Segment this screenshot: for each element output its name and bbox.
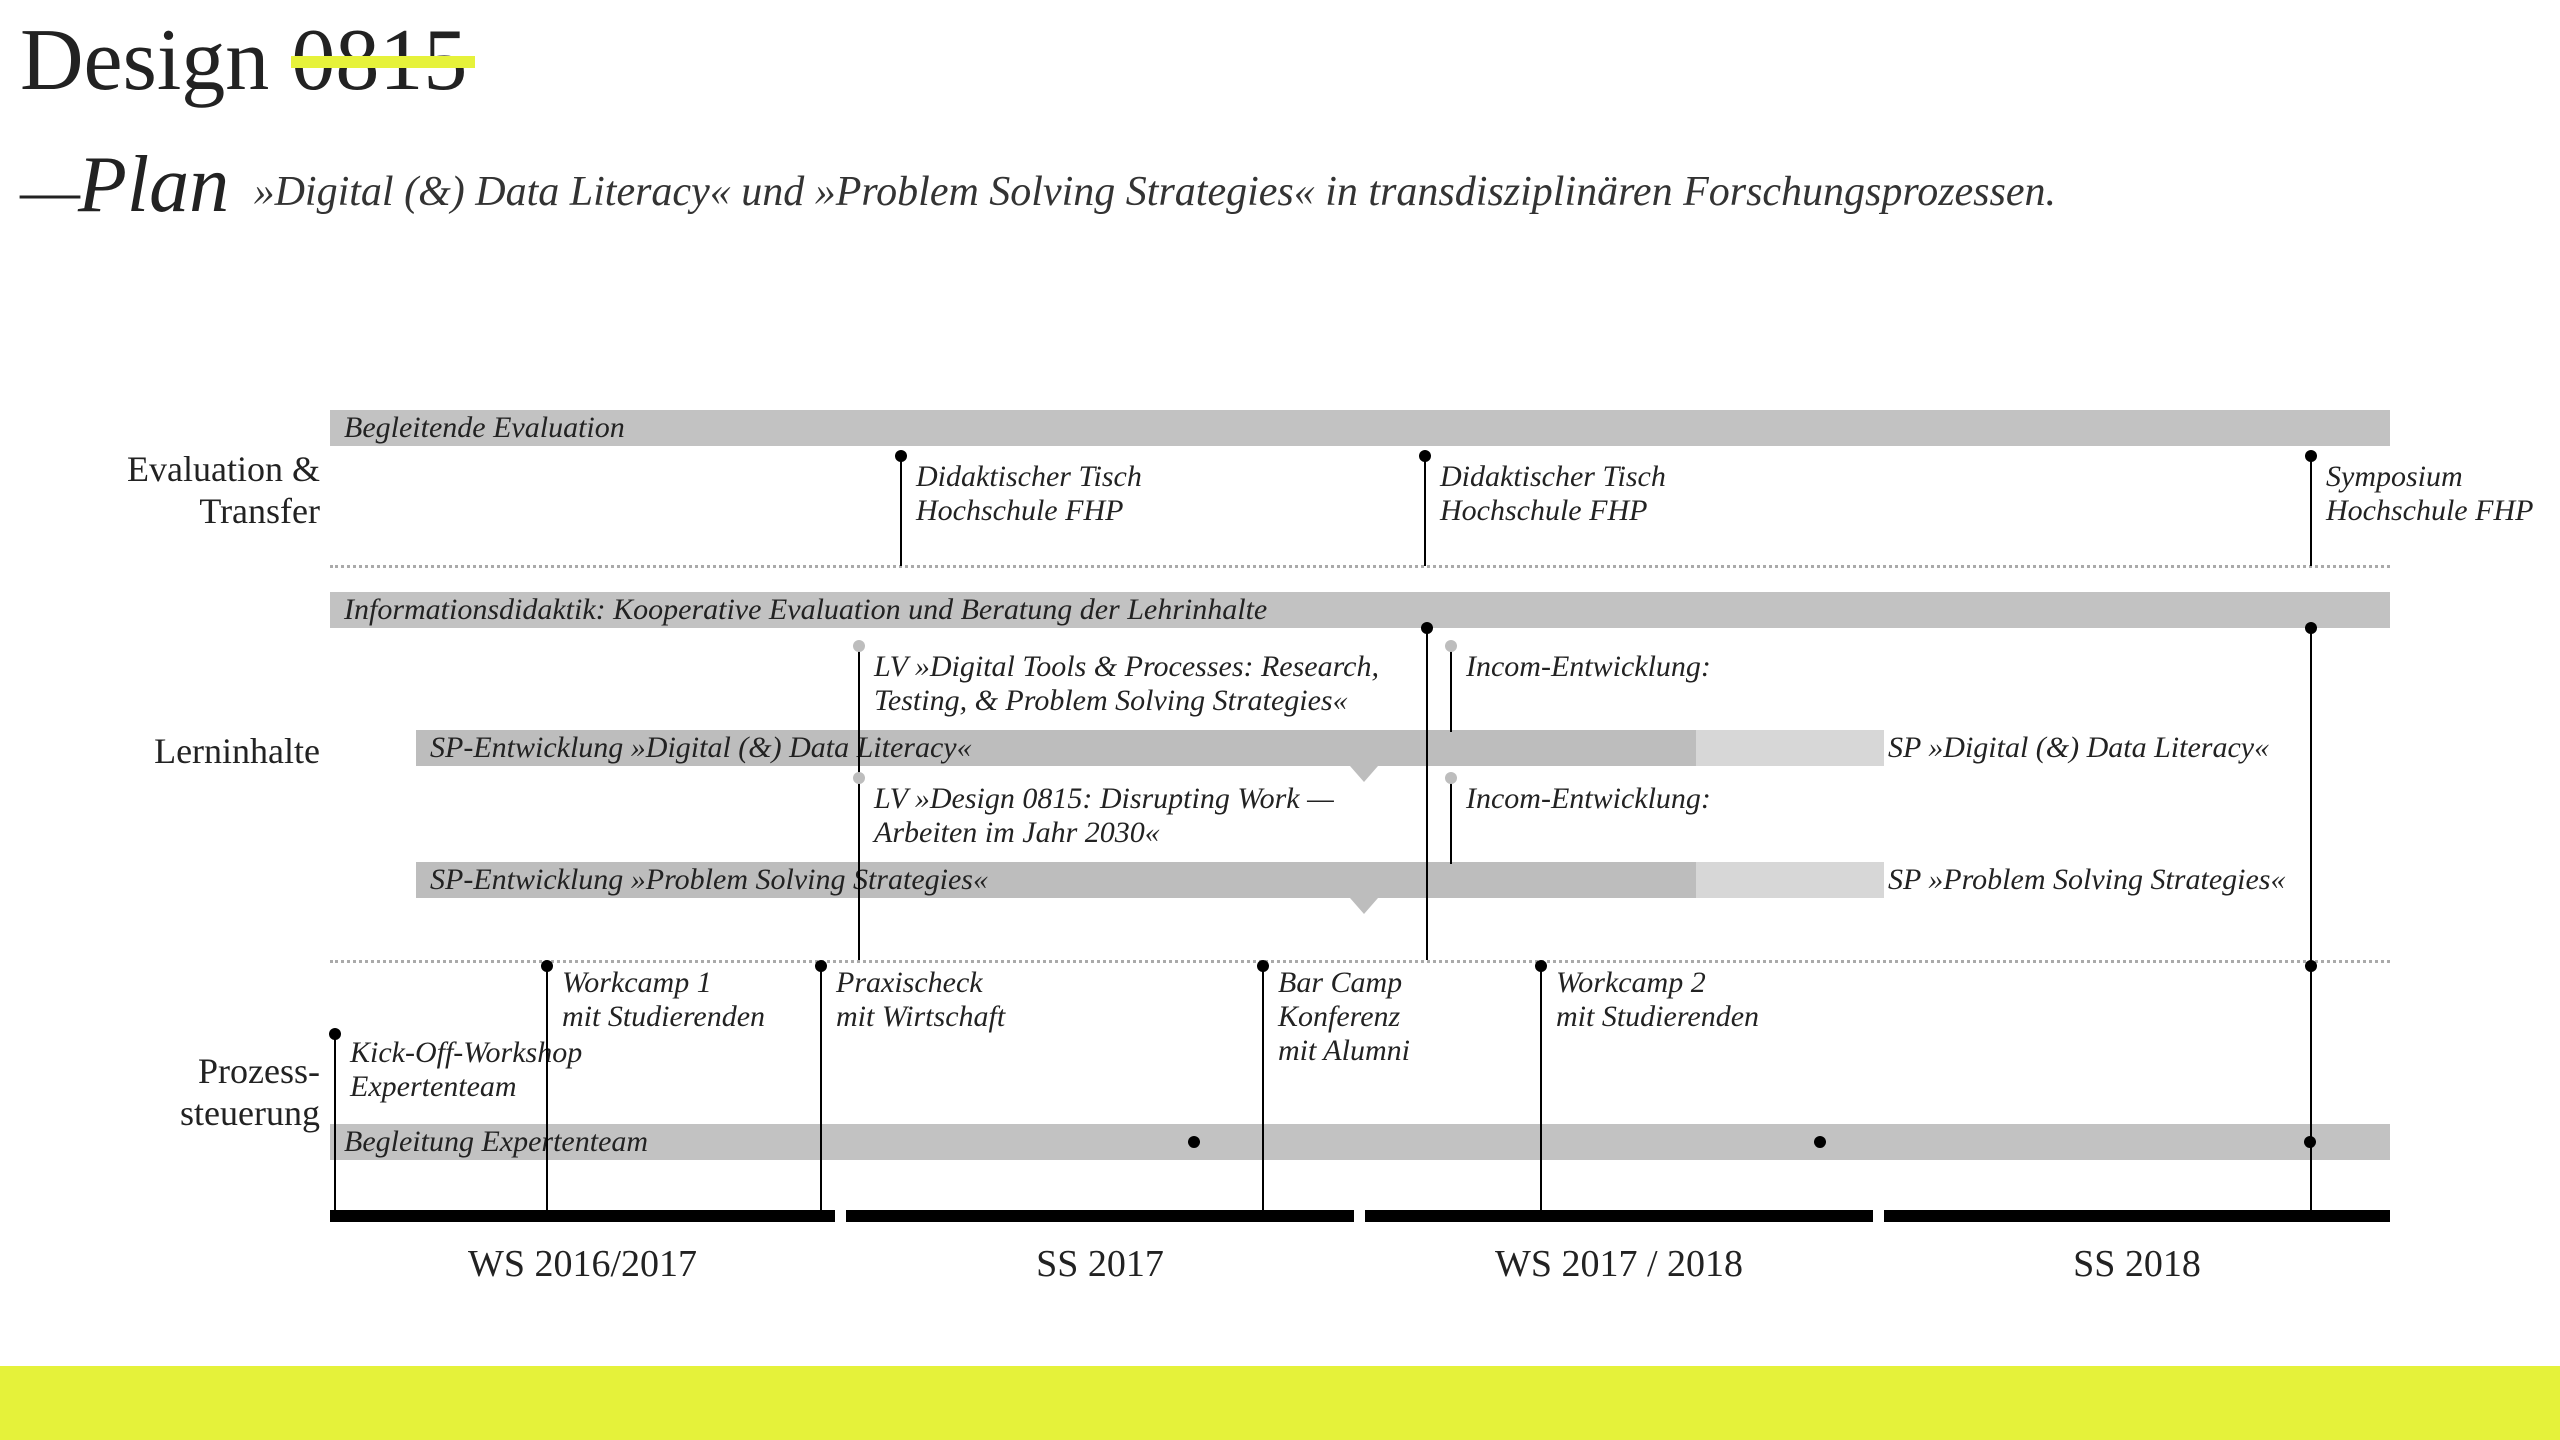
arrow-notch-icon bbox=[1350, 898, 1378, 914]
row-label: Lerninhalte bbox=[154, 730, 320, 772]
row-label: Prozess-steuerung bbox=[180, 1050, 320, 1134]
pin-line bbox=[1262, 966, 1264, 1216]
pin-dot-icon bbox=[895, 450, 907, 462]
dev-bar-label: SP-Entwicklung »Digital (&) Data Literac… bbox=[430, 731, 972, 765]
timeline-chart: Evaluation &TransferLerninhalteProzess-s… bbox=[330, 400, 2390, 1230]
pin-dot-icon bbox=[1257, 960, 1269, 972]
pin-line bbox=[1450, 646, 1452, 732]
axis-bar bbox=[1884, 1210, 2390, 1222]
subtitle-plan: Plan bbox=[78, 141, 229, 229]
pin-dot-icon bbox=[2305, 622, 2317, 634]
pin-line bbox=[900, 456, 902, 566]
milestone-dot-icon bbox=[1188, 1136, 1200, 1148]
title-strike: 0815 bbox=[291, 10, 467, 111]
pin-dot-icon bbox=[1445, 772, 1457, 784]
pin-label: Didaktischer TischHochschule FHP bbox=[916, 460, 1142, 528]
milestone-dot-icon bbox=[2304, 1136, 2316, 1148]
pin-label: Bar CampKonferenzmit Alumni bbox=[1278, 966, 1410, 1068]
axis-label: WS 2017 / 2018 bbox=[1365, 1242, 1873, 1286]
pin-label: Workcamp 2mit Studierenden bbox=[1556, 966, 1759, 1034]
pin-dot-icon bbox=[2305, 960, 2317, 972]
pin-line bbox=[858, 646, 860, 732]
pin-dot-icon bbox=[815, 960, 827, 972]
pin-label: Workcamp 1mit Studierenden bbox=[562, 966, 765, 1034]
pin-line bbox=[1426, 628, 1428, 730]
pin-dot-icon bbox=[853, 640, 865, 652]
pin-line-ext bbox=[1426, 730, 1428, 960]
pin-label: LV »Design 0815: Disrupting Work —Arbeit… bbox=[874, 782, 1334, 850]
bar-label: Informationsdidaktik: Kooperative Evalua… bbox=[344, 593, 1267, 627]
subtitle-dash: — bbox=[20, 158, 78, 224]
bar-label: Begleitung Expertenteam bbox=[344, 1125, 648, 1159]
page-subtitle: —Plan »Digital (&) Data Literacy« und »P… bbox=[20, 140, 2056, 231]
row-divider bbox=[330, 960, 2390, 963]
axis-bar bbox=[846, 1210, 1354, 1222]
bar-label: Begleitende Evaluation bbox=[344, 411, 625, 445]
page-title: Design 0815 bbox=[20, 10, 467, 111]
pin-dot-icon bbox=[1445, 640, 1457, 652]
milestone-dot-icon bbox=[1814, 1136, 1826, 1148]
title-prefix: Design bbox=[20, 12, 291, 109]
pin-dot-icon bbox=[1535, 960, 1547, 972]
final-bar-label: SP »Digital (&) Data Literacy« bbox=[1888, 731, 2269, 765]
pin-line bbox=[1450, 778, 1452, 864]
axis-label: SS 2018 bbox=[1884, 1242, 2390, 1286]
pin-line bbox=[1424, 456, 1426, 566]
pin-line bbox=[1540, 966, 1542, 1216]
row-divider bbox=[330, 565, 2390, 568]
final-bar-label: SP »Problem Solving Strategies« bbox=[1888, 863, 2285, 897]
pin-label: LV »Digital Tools & Processes: Research,… bbox=[874, 650, 1379, 718]
dev-bar-light bbox=[1696, 862, 1884, 898]
axis-bar bbox=[330, 1210, 835, 1222]
arrow-notch-icon bbox=[1350, 766, 1378, 782]
pin-dot-icon bbox=[1421, 622, 1433, 634]
footer-highlight bbox=[0, 1366, 2560, 1440]
pin-line bbox=[858, 778, 860, 864]
pin-label: Praxischeckmit Wirtschaft bbox=[836, 966, 1005, 1034]
pin-line bbox=[2310, 456, 2312, 566]
axis-label: SS 2017 bbox=[846, 1242, 1354, 1286]
pin-dot-icon bbox=[1419, 450, 1431, 462]
axis-bar bbox=[1365, 1210, 1873, 1222]
pin-dot-icon bbox=[853, 772, 865, 784]
pin-line bbox=[546, 966, 548, 1216]
pin-label: Incom-Entwicklung: bbox=[1466, 782, 1711, 816]
row-label: Evaluation &Transfer bbox=[127, 448, 320, 532]
pin-line bbox=[820, 966, 822, 1216]
dev-bar-light bbox=[1696, 730, 1884, 766]
pin-line bbox=[2310, 966, 2312, 1216]
pin-dot-icon bbox=[541, 960, 553, 972]
timeline-bar bbox=[330, 410, 2390, 446]
pin-line bbox=[334, 1034, 336, 1216]
pin-label: SymposiumHochschule FHP bbox=[2326, 460, 2533, 528]
pin-label: Incom-Entwicklung: bbox=[1466, 650, 1711, 684]
page: Design 0815 —Plan »Digital (&) Data Lite… bbox=[0, 0, 2560, 1440]
subtitle-rest: »Digital (&) Data Literacy« und »Problem… bbox=[243, 169, 2056, 215]
pin-line bbox=[2310, 628, 2312, 964]
pin-label: Didaktischer TischHochschule FHP bbox=[1440, 460, 1666, 528]
axis-label: WS 2016/2017 bbox=[330, 1242, 835, 1286]
pin-dot-icon bbox=[329, 1028, 341, 1040]
pin-dot-icon bbox=[2305, 450, 2317, 462]
dev-bar-label: SP-Entwicklung »Problem Solving Strategi… bbox=[430, 863, 988, 897]
